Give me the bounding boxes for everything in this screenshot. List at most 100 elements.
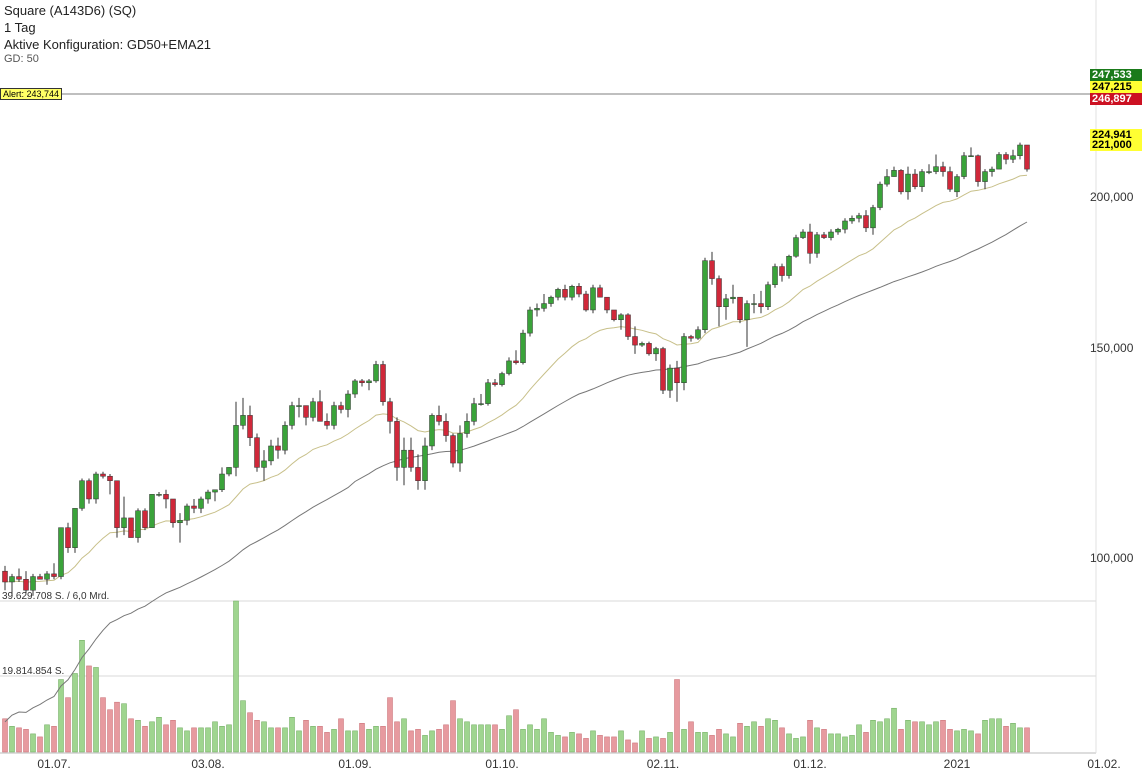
volume-bar (282, 727, 288, 753)
candle-up (1010, 155, 1016, 160)
volume-bar (177, 727, 183, 753)
candle-up (212, 489, 218, 493)
x-tick-label: 03.08. (191, 757, 224, 771)
candle-up (926, 171, 932, 173)
volume-bar (380, 726, 386, 753)
volume-bar (905, 720, 911, 753)
candle-up (919, 171, 925, 187)
volume-bar (429, 730, 435, 753)
candle-up (471, 403, 477, 422)
candle-up (261, 460, 267, 468)
candle-up (849, 218, 855, 222)
candle-down (583, 293, 589, 311)
candle-up (177, 520, 183, 524)
indicator-label: GD: 50 (4, 53, 39, 65)
volume-bar (142, 726, 148, 753)
candle-down (23, 579, 29, 591)
volume-bar (247, 712, 253, 753)
candle-up (93, 473, 99, 500)
volume-bar (9, 726, 15, 753)
candle-down (142, 510, 148, 528)
volume-bar (37, 736, 43, 753)
volume-bar (632, 742, 638, 753)
sma50-line (4, 221, 1028, 723)
volume-bar (478, 724, 484, 753)
candle-down (107, 475, 113, 481)
candle-up (233, 425, 239, 468)
candle-down (128, 517, 134, 538)
x-tick-label: 01.07. (37, 757, 70, 771)
volume-bar (730, 736, 736, 753)
candle-down (716, 278, 722, 307)
volume-bar (310, 726, 316, 753)
volume-bar (709, 735, 715, 753)
chart-interval: 1 Tag (4, 20, 36, 35)
volume-bar (198, 727, 204, 753)
candle-up (9, 576, 15, 583)
volume-bar (184, 730, 190, 753)
candle-down (975, 155, 981, 182)
volume-bar (660, 738, 666, 753)
volume-bar (513, 709, 519, 753)
candle-down (100, 473, 106, 477)
volume-bar (982, 720, 988, 753)
candle-down (37, 576, 43, 580)
candle-up (702, 260, 708, 331)
candle-down (863, 215, 869, 229)
candle-down (737, 296, 743, 321)
candle-up (198, 498, 204, 509)
candle-up (989, 168, 995, 172)
volume-bar (877, 721, 883, 753)
candle-down (65, 527, 71, 548)
candle-up (961, 155, 967, 177)
volume-bar (93, 667, 99, 753)
volume-bar (261, 721, 267, 753)
candle-up (723, 298, 729, 307)
volume-bar (191, 727, 197, 753)
volume-bar (268, 727, 274, 753)
candle-down (625, 314, 631, 337)
candle-up (345, 393, 351, 410)
candle-down (492, 382, 498, 385)
volume-bar (226, 724, 232, 753)
volume-bar (926, 724, 932, 753)
candle-up (296, 405, 302, 407)
candle-down (807, 231, 813, 254)
volume-bar (590, 730, 596, 753)
volume-bar (562, 736, 568, 753)
volume-bar (744, 726, 750, 753)
volume-bar (639, 730, 645, 753)
volume-bar (618, 730, 624, 753)
candle-down (359, 380, 365, 384)
candle-up (842, 220, 848, 230)
candle-down (324, 421, 330, 426)
candle-up (121, 517, 127, 528)
candle-down (1024, 144, 1030, 170)
chart-title: Square (A143D6) (SQ) (4, 3, 137, 18)
volume-bar (758, 726, 764, 753)
volume-bar (968, 730, 974, 753)
candle-down (947, 171, 953, 190)
volume-bar (65, 697, 71, 753)
candle-up (1017, 144, 1023, 156)
volume-bar (86, 665, 92, 753)
candle-down (51, 573, 57, 577)
volume-bar (940, 720, 946, 753)
volume-bar (961, 729, 967, 753)
volume-bar (324, 732, 330, 753)
x-tick-label: 01.12. (793, 757, 826, 771)
volume-bar (44, 724, 50, 753)
volume-bar (107, 709, 113, 753)
candle-up (765, 284, 771, 307)
volume-bar (779, 727, 785, 753)
candle-up (205, 491, 211, 500)
candle-up (429, 415, 435, 447)
x-tick-label: 01.09. (338, 757, 371, 771)
candle-down (275, 445, 281, 451)
candle-down (821, 234, 827, 238)
volume-bar (541, 718, 547, 753)
alert-label[interactable]: Alert: 243,744 (0, 88, 63, 100)
candle-up (527, 309, 533, 334)
candle-up (268, 445, 274, 462)
